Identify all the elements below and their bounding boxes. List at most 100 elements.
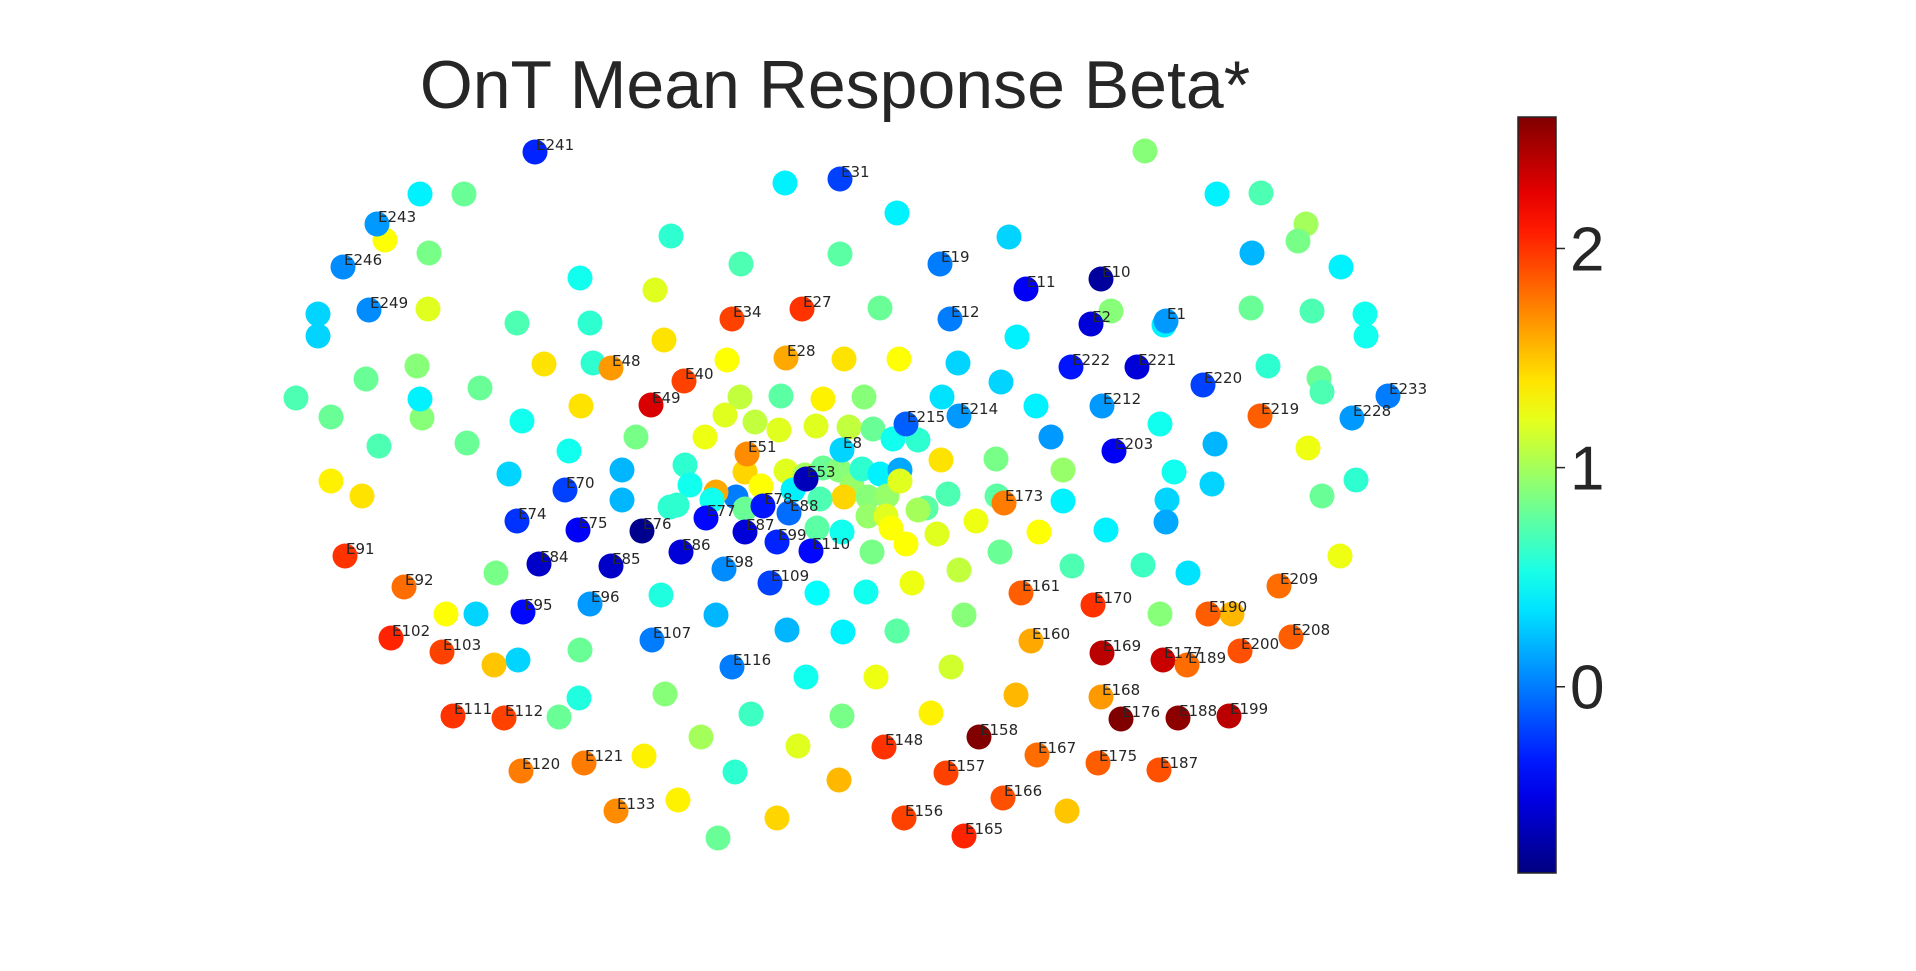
colorbar-tick-label: 1 bbox=[1570, 435, 1604, 504]
electrode-marker-e243 bbox=[364, 211, 390, 237]
electrode-marker bbox=[531, 351, 557, 377]
electrode-marker-e241 bbox=[522, 139, 548, 165]
electrode-marker-e77 bbox=[693, 505, 719, 531]
electrode-marker bbox=[1219, 601, 1245, 627]
electrode-marker bbox=[609, 457, 635, 483]
electrode-marker bbox=[831, 484, 857, 510]
electrode-label: E187 bbox=[1160, 754, 1198, 772]
electrode-marker-e116 bbox=[719, 654, 745, 680]
electrode-label: E75 bbox=[579, 514, 608, 532]
electrode-marker-e221 bbox=[1124, 354, 1150, 380]
electrode-label: E40 bbox=[685, 365, 714, 383]
electrode-label: E109 bbox=[771, 567, 809, 585]
electrode-marker bbox=[928, 447, 954, 473]
electrode-marker bbox=[623, 424, 649, 450]
electrode-label: E102 bbox=[392, 622, 430, 640]
electrode-marker bbox=[407, 181, 433, 207]
electrode-marker bbox=[688, 724, 714, 750]
electrode-label: E249 bbox=[370, 294, 408, 312]
electrode-label: E8 bbox=[843, 434, 862, 452]
electrode-marker bbox=[353, 366, 379, 392]
electrode-marker bbox=[803, 413, 829, 439]
electrode-marker bbox=[1327, 543, 1353, 569]
electrode-marker bbox=[404, 353, 430, 379]
electrode-marker bbox=[810, 386, 836, 412]
electrode-marker-e168 bbox=[1088, 684, 1114, 710]
electrode-marker bbox=[567, 637, 593, 663]
electrode-marker bbox=[672, 452, 698, 478]
electrode-marker-e189 bbox=[1174, 652, 1200, 678]
electrode-marker bbox=[677, 472, 703, 498]
electrode-marker bbox=[987, 539, 1013, 565]
electrode-marker bbox=[665, 787, 691, 813]
electrode-label: E95 bbox=[524, 596, 553, 614]
electrode-marker-e76 bbox=[629, 518, 655, 544]
electrode-marker bbox=[1038, 424, 1064, 450]
electrode-marker bbox=[1285, 228, 1311, 254]
electrode-marker-e222 bbox=[1058, 354, 1084, 380]
electrode-marker bbox=[1202, 431, 1228, 457]
electrode-label: E2 bbox=[1092, 308, 1111, 326]
electrode-label: E91 bbox=[346, 540, 375, 558]
electrode-marker-e51 bbox=[734, 441, 760, 467]
electrode-label: E188 bbox=[1179, 702, 1217, 720]
electrode-label: E1 bbox=[1167, 305, 1186, 323]
electrode-marker bbox=[1161, 459, 1187, 485]
electrode-marker-e103 bbox=[429, 639, 455, 665]
electrode-marker bbox=[1050, 457, 1076, 483]
electrode-marker-e12 bbox=[937, 306, 963, 332]
electrode-marker-e173 bbox=[991, 490, 1017, 516]
electrode-marker bbox=[1353, 323, 1379, 349]
electrode-marker-e177 bbox=[1150, 647, 1176, 673]
electrode-label: E156 bbox=[905, 802, 943, 820]
electrode-label: E84 bbox=[540, 548, 569, 566]
electrode-marker-e34 bbox=[719, 306, 745, 332]
electrode-marker bbox=[556, 438, 582, 464]
electrode-marker-e121 bbox=[571, 750, 597, 776]
electrode-marker bbox=[642, 277, 668, 303]
electrode-marker bbox=[951, 602, 977, 628]
electrode-label: E214 bbox=[960, 400, 998, 418]
electrode-marker-e157 bbox=[933, 760, 959, 786]
electrode-marker bbox=[1023, 393, 1049, 419]
electrode-marker bbox=[829, 703, 855, 729]
electrode-marker-e74 bbox=[504, 508, 530, 534]
electrode-label: E189 bbox=[1188, 649, 1226, 667]
electrode-marker bbox=[714, 347, 740, 373]
electrode-marker-e215 bbox=[893, 411, 919, 437]
electrode-marker bbox=[1328, 254, 1354, 280]
electrode-marker bbox=[785, 733, 811, 759]
electrode-marker bbox=[884, 200, 910, 226]
electrode-marker bbox=[938, 654, 964, 680]
electrode-marker bbox=[652, 681, 678, 707]
electrode-label: E200 bbox=[1241, 635, 1279, 653]
electrode-marker bbox=[349, 483, 375, 509]
electrode-marker bbox=[1309, 483, 1335, 509]
electrode-label: E112 bbox=[505, 702, 543, 720]
electrode-marker-e91 bbox=[332, 543, 358, 569]
electrode-marker-e19 bbox=[927, 251, 953, 277]
electrode-marker bbox=[305, 323, 331, 349]
electrode-marker-e188 bbox=[1165, 705, 1191, 731]
electrode-marker bbox=[929, 384, 955, 410]
electrode-marker bbox=[1026, 519, 1052, 545]
electrode-marker-e199 bbox=[1216, 703, 1242, 729]
electrode-marker bbox=[863, 664, 889, 690]
electrode-marker bbox=[1175, 560, 1201, 586]
electrode-marker-e98 bbox=[711, 556, 737, 582]
electrode-marker bbox=[648, 582, 674, 608]
electrode-marker bbox=[884, 618, 910, 644]
electrode-marker bbox=[905, 497, 931, 523]
electrode-marker bbox=[722, 759, 748, 785]
electrode-marker-e246 bbox=[330, 254, 356, 280]
electrode-marker bbox=[1130, 552, 1156, 578]
electrode-label: E12 bbox=[951, 303, 980, 321]
electrode-marker-e228 bbox=[1339, 405, 1365, 431]
electrode-marker-e40 bbox=[671, 368, 697, 394]
electrode-label: E87 bbox=[746, 516, 775, 534]
electrode-marker bbox=[727, 384, 753, 410]
electrode-marker-e53 bbox=[793, 466, 819, 492]
electrode-marker bbox=[804, 580, 830, 606]
electrode-marker bbox=[1093, 517, 1119, 543]
